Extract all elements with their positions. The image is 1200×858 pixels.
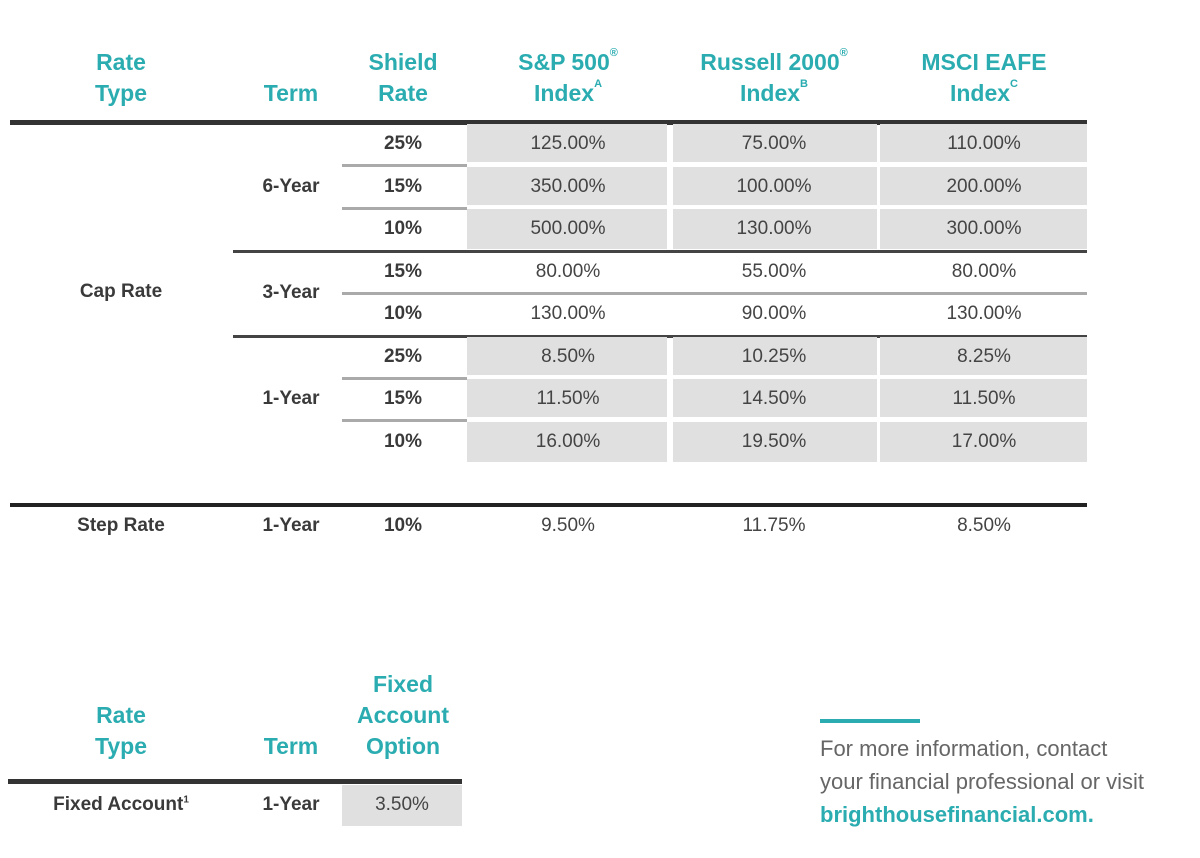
- shield-rate-cell: 10%: [383, 303, 423, 324]
- sp500-value: 130.00%: [530, 303, 606, 324]
- fixed-header-rule: [8, 779, 462, 784]
- contact-info: For more information, contact your finan…: [820, 732, 1144, 831]
- msci-value: 11.50%: [952, 388, 1016, 409]
- fixed-account-label: Fixed Account1: [53, 794, 189, 815]
- cell-bg: [467, 336, 667, 375]
- russell-value: 14.50%: [741, 388, 807, 409]
- fixed-value-cell-bg: [342, 785, 462, 826]
- header-msci-eafe: MSCI EAFE IndexC: [921, 49, 1047, 106]
- sp500-value: 16.00%: [535, 430, 601, 452]
- header-rule: [10, 120, 1087, 125]
- step-term: 1-Year: [262, 515, 320, 536]
- cell-bg: [673, 124, 877, 162]
- msci-value: 8.25%: [957, 345, 1011, 367]
- step-sp500: 9.50%: [541, 515, 595, 536]
- cell-bg: [880, 166, 1087, 205]
- header-sp500: S&P 500® IndexA: [518, 47, 618, 106]
- msci-value: 300.00%: [946, 218, 1022, 239]
- group-divider: [233, 334, 1087, 338]
- msci-value: 80.00%: [951, 260, 1017, 282]
- sp500-value: 80.00%: [535, 260, 601, 282]
- info-line-1: For more information, contact: [820, 736, 1108, 761]
- fixed-header-rate-type: Rate Type: [95, 702, 147, 759]
- step-rate-label: Step Rate: [77, 515, 165, 536]
- russell-value: 75.00%: [741, 133, 807, 154]
- msci-value: 110.00%: [947, 133, 1021, 154]
- row-divider: [342, 376, 467, 380]
- cell-bg: [880, 124, 1087, 162]
- row-divider: [342, 419, 467, 422]
- msci-value: 200.00%: [946, 175, 1022, 197]
- row-divider: [342, 164, 467, 167]
- cell-bg: [673, 166, 877, 205]
- header-term: Term: [263, 80, 319, 106]
- msci-value: 130.00%: [946, 303, 1022, 324]
- term-label: 1-Year: [262, 388, 320, 409]
- info-line-2: your financial professional or visit: [820, 769, 1145, 794]
- group-divider: [233, 249, 1087, 253]
- header-shield-rate: Shield Rate: [368, 49, 438, 106]
- header-russell2000: Russell 2000® IndexB: [700, 47, 848, 106]
- cell-bg: [467, 166, 667, 205]
- header-rate-type: Rate Type: [95, 49, 147, 106]
- cell-bg: [673, 209, 877, 249]
- website-link[interactable]: brighthousefinancial.com.: [820, 802, 1094, 827]
- fixed-term: 1-Year: [262, 794, 320, 815]
- shield-rate-cell: 25%: [383, 345, 423, 367]
- russell-value: 90.00%: [741, 303, 807, 324]
- shield-rate-cell: 10%: [383, 430, 423, 452]
- cell-bg: [880, 209, 1087, 249]
- cell-bg: [467, 421, 667, 462]
- step-rule: [10, 503, 1087, 507]
- step-russell: 11.75%: [742, 515, 806, 536]
- cell-bg: [467, 124, 667, 162]
- russell-value: 19.50%: [741, 430, 807, 452]
- cell-bg: [880, 379, 1087, 417]
- shield-rate-cell: 15%: [383, 175, 423, 197]
- russell-value: 55.00%: [741, 260, 807, 282]
- cell-bg: [880, 336, 1087, 375]
- cell-bg: [880, 421, 1087, 462]
- fixed-value: 3.50%: [375, 794, 429, 815]
- sp500-value: 125.00%: [530, 133, 606, 154]
- term-label: 6-Year: [262, 175, 320, 197]
- cell-bg: [467, 209, 667, 249]
- shield-rate-cell: 15%: [383, 260, 423, 282]
- cell-bg: [673, 421, 877, 462]
- cell-bg: [467, 379, 667, 417]
- sp500-value: 500.00%: [530, 218, 606, 239]
- term-label: 3-Year: [262, 281, 320, 303]
- sp500-value: 8.50%: [541, 345, 595, 367]
- cell-bg: [673, 379, 877, 417]
- shield-rate-cell: 15%: [383, 388, 423, 409]
- accent-bar: [820, 719, 920, 723]
- russell-value: 10.25%: [741, 345, 807, 367]
- row-divider: [342, 291, 1087, 295]
- sp500-value: 11.50%: [536, 388, 600, 409]
- cap-rate-label: Cap Rate: [79, 281, 163, 302]
- russell-value: 130.00%: [736, 218, 812, 239]
- step-shield: 10%: [383, 515, 423, 536]
- fixed-header-term: Term: [263, 733, 319, 759]
- sp500-value: 350.00%: [530, 175, 606, 197]
- row-divider: [342, 206, 467, 210]
- step-msci: 8.50%: [957, 515, 1011, 536]
- russell-value: 100.00%: [736, 175, 812, 197]
- shield-rate-cell: 25%: [383, 133, 423, 154]
- msci-value: 17.00%: [951, 430, 1017, 452]
- shield-rate-cell: 10%: [383, 218, 423, 239]
- cell-bg: [673, 336, 877, 375]
- fixed-header-option: Fixed Account Option: [357, 671, 449, 759]
